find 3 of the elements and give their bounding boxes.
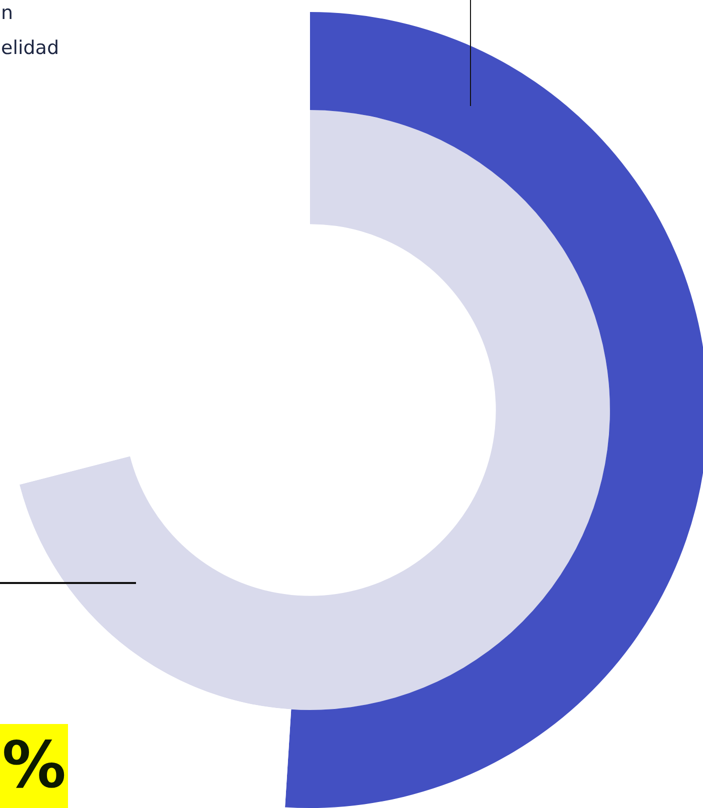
text: % — [0, 724, 68, 808]
text: n — [1, 2, 14, 24]
text: elidad — [1, 37, 60, 59]
